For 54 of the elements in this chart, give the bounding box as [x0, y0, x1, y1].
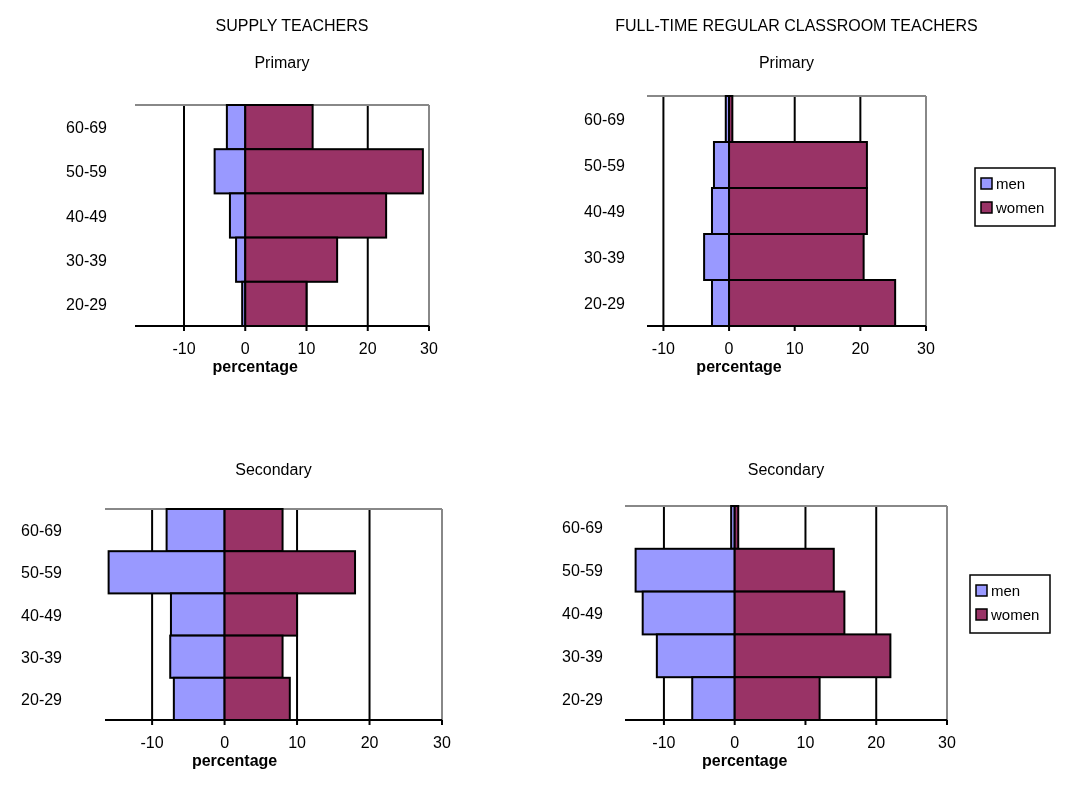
x-tick-label: 30 — [938, 734, 956, 751]
x-tick-label: -10 — [652, 734, 676, 751]
chart-title: Secondary — [747, 461, 825, 479]
chart-title: SUPPLY TEACHERS — [215, 17, 369, 35]
y-tick-label: 30-39 — [584, 249, 626, 266]
y-tick-label: 30-39 — [562, 647, 604, 665]
y-tick-label: 50-59 — [66, 163, 108, 181]
x-axis-title: percentage — [696, 358, 782, 375]
chart-subtitle: Primary — [254, 54, 310, 72]
x-tick-label: 20 — [867, 734, 886, 751]
chart-title: FULL-TIME REGULAR CLASSROOM TEACHERS — [615, 17, 978, 35]
legend-label: men — [996, 175, 1026, 192]
x-tick-label: 0 — [724, 340, 734, 357]
x-tick-label: -10 — [172, 340, 196, 357]
x-tick-label: 20 — [358, 340, 377, 357]
x-tick-label: 0 — [240, 340, 250, 357]
x-tick-label: 30 — [433, 734, 451, 751]
x-tick-label: 20 — [360, 734, 379, 751]
x-axis-title: percentage — [212, 358, 299, 375]
x-tick-label: 30 — [420, 340, 438, 357]
y-tick-label: 30-39 — [66, 251, 108, 269]
x-tick-label: 10 — [297, 340, 316, 357]
legend-label: men — [991, 582, 1021, 599]
x-axis-title: percentage — [702, 752, 788, 769]
y-tick-label: 40-49 — [584, 203, 626, 220]
x-tick-label: 10 — [288, 734, 307, 751]
legend-label: women — [990, 606, 1040, 623]
x-tick-label: -10 — [651, 340, 676, 357]
y-tick-label: 40-49 — [562, 605, 604, 622]
x-tick-label: 10 — [796, 734, 815, 751]
x-tick-label: 0 — [220, 734, 230, 751]
y-tick-label: 60-69 — [562, 519, 604, 537]
y-tick-label: 40-49 — [21, 606, 63, 624]
y-tick-label: 60-69 — [66, 119, 108, 137]
y-tick-label: 20-29 — [562, 690, 604, 708]
y-tick-label: 50-59 — [21, 564, 63, 582]
y-tick-label: 40-49 — [66, 207, 108, 225]
x-tick-label: 10 — [785, 340, 804, 357]
x-axis-title: percentage — [191, 752, 278, 769]
y-tick-label: 60-69 — [584, 111, 626, 128]
chart-subtitle: Primary — [758, 54, 815, 72]
y-tick-label: 50-59 — [562, 562, 604, 580]
y-tick-label: 30-39 — [21, 648, 63, 666]
y-tick-label: 60-69 — [21, 522, 63, 540]
y-tick-label: 50-59 — [584, 157, 626, 174]
y-tick-label: 20-29 — [21, 690, 63, 708]
x-tick-label: 30 — [917, 340, 935, 357]
legend-label: women — [995, 199, 1045, 216]
chart-title: Secondary — [235, 461, 312, 479]
y-tick-label: 20-29 — [584, 295, 626, 312]
x-tick-label: 0 — [730, 734, 740, 751]
x-tick-label: 20 — [851, 340, 870, 357]
x-tick-label: -10 — [140, 734, 164, 751]
y-tick-label: 20-29 — [66, 295, 108, 313]
